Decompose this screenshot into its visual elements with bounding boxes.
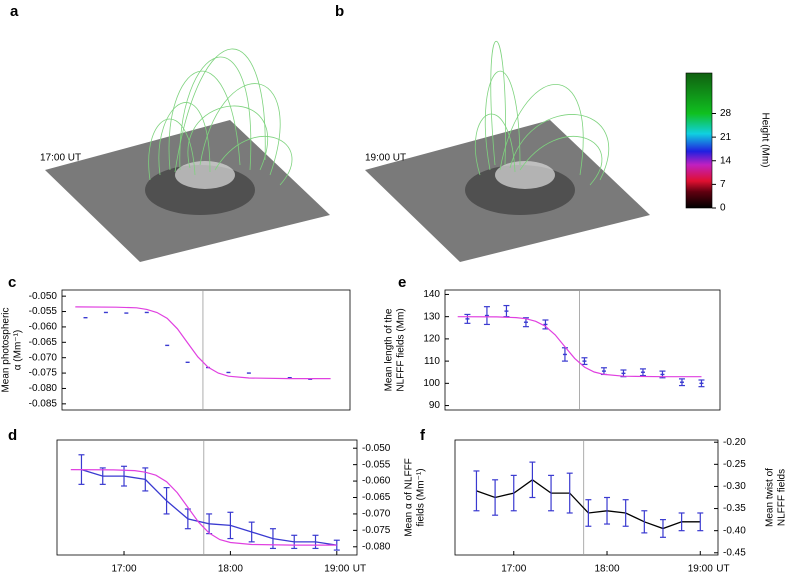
error-bar xyxy=(163,487,170,515)
error-bar xyxy=(291,534,298,550)
error-bar xyxy=(641,510,648,534)
plot-frame xyxy=(454,439,719,556)
y-tick-label: -0.050 xyxy=(29,291,58,302)
colorbar-tick-label: 7 xyxy=(720,179,726,190)
x-tick-label: 17:00 xyxy=(112,564,137,575)
panel-letter: a xyxy=(10,3,19,20)
y-tick-label: 100 xyxy=(423,378,440,389)
plot-frame xyxy=(61,289,351,411)
y-tick-label: -0.45 xyxy=(723,547,746,558)
error-bar xyxy=(678,512,685,532)
error-bar xyxy=(184,508,191,530)
y-tick-label: -0.055 xyxy=(362,459,391,470)
y-tick-label: -0.20 xyxy=(723,437,746,448)
y-tick-label: 110 xyxy=(424,356,440,367)
x-axis-label: UT xyxy=(353,564,366,575)
error-bar xyxy=(622,499,629,527)
y-tick-label: -0.080 xyxy=(362,541,391,552)
panel-letter: b xyxy=(335,3,344,20)
error-bar xyxy=(510,474,517,512)
error-bar xyxy=(566,472,573,514)
panel-letter: c xyxy=(8,274,16,291)
y-tick-label: -0.080 xyxy=(29,383,58,394)
x-tick-label: 18:00 xyxy=(218,564,243,575)
colorbar-tick-label: 0 xyxy=(720,203,726,214)
y-tick-label: 120 xyxy=(423,334,440,345)
error-bar xyxy=(529,461,536,499)
colorbar-tick-label: 14 xyxy=(720,155,732,166)
error-bar xyxy=(99,467,106,485)
plot-frame xyxy=(444,289,721,411)
panel-b-image xyxy=(365,41,650,262)
error-bar xyxy=(492,479,499,516)
y-tick-label: -0.070 xyxy=(29,352,58,363)
y-tick-label: -0.075 xyxy=(29,368,58,379)
error-bar xyxy=(604,496,611,525)
error-bar xyxy=(248,521,255,543)
error-bar xyxy=(585,499,592,527)
y-tick-label: -0.065 xyxy=(362,492,391,503)
panel-letter: e xyxy=(398,274,406,291)
error-bar xyxy=(473,470,480,512)
y-axis-label: Mean α of NLFFF xyxy=(404,458,415,537)
colorbar-tick-label: 21 xyxy=(720,132,732,143)
series-line xyxy=(70,469,337,546)
x-tick-label: 18:00 xyxy=(595,564,620,575)
series-line xyxy=(75,306,331,380)
y-tick-label: 130 xyxy=(423,311,440,322)
error-bar xyxy=(659,519,666,538)
plot-frame xyxy=(56,439,358,556)
time-label: 19:00 UT xyxy=(365,153,406,164)
time-label: 17:00 UT xyxy=(40,153,81,164)
y-tick-label: -0.075 xyxy=(362,525,391,536)
y-axis-label: Mean photospheric xyxy=(1,307,12,392)
y-axis-label: NLFFF fields xyxy=(777,469,786,526)
panel-letter: d xyxy=(8,427,17,444)
error-bar xyxy=(312,534,319,550)
y-tick-label: -0.055 xyxy=(29,306,58,317)
y-tick-label: -0.060 xyxy=(362,476,391,487)
colorbar-label: Height (Mm) xyxy=(759,112,770,167)
y-axis-label: Mean length of the xyxy=(384,308,395,391)
y-tick-label: -0.40 xyxy=(723,525,746,536)
y-tick-label: 140 xyxy=(423,289,440,300)
x-tick-label: 19:00 xyxy=(688,564,713,575)
y-tick-label: -0.25 xyxy=(723,459,746,470)
y-tick-label: -0.065 xyxy=(29,337,58,348)
y-tick-label: 90 xyxy=(429,400,441,411)
error-bar xyxy=(121,465,128,487)
y-axis-label: α (Mm⁻¹) xyxy=(13,330,24,371)
y-axis-label: Mean twist of xyxy=(765,468,776,527)
x-tick-label: 17:00 xyxy=(501,564,526,575)
panel-letter: f xyxy=(420,427,426,444)
error-bar xyxy=(227,511,234,540)
error-bar xyxy=(697,512,704,532)
colorbar-tick-label: 28 xyxy=(720,108,732,119)
x-tick-label: 19:00 xyxy=(324,564,349,575)
y-tick-label: -0.30 xyxy=(723,481,746,492)
y-tick-label: -0.050 xyxy=(362,443,391,454)
x-axis-label: UT xyxy=(716,564,729,575)
y-tick-label: -0.060 xyxy=(29,322,58,333)
y-axis-label: fields (Mm⁻¹) xyxy=(416,468,427,526)
y-tick-label: -0.35 xyxy=(723,503,746,514)
y-axis-label: NLFFF fields (Mm) xyxy=(396,308,407,391)
colorbar xyxy=(685,72,713,209)
error-bar xyxy=(548,474,555,512)
y-tick-label: -0.085 xyxy=(29,398,58,409)
series-line xyxy=(457,316,702,378)
y-tick-label: -0.070 xyxy=(362,509,391,520)
panel-a-image xyxy=(45,48,330,262)
